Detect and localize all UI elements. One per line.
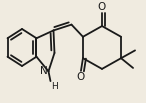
Text: H: H <box>52 82 58 91</box>
Text: O: O <box>77 72 85 82</box>
Text: N: N <box>40 66 47 76</box>
Text: O: O <box>98 2 106 12</box>
